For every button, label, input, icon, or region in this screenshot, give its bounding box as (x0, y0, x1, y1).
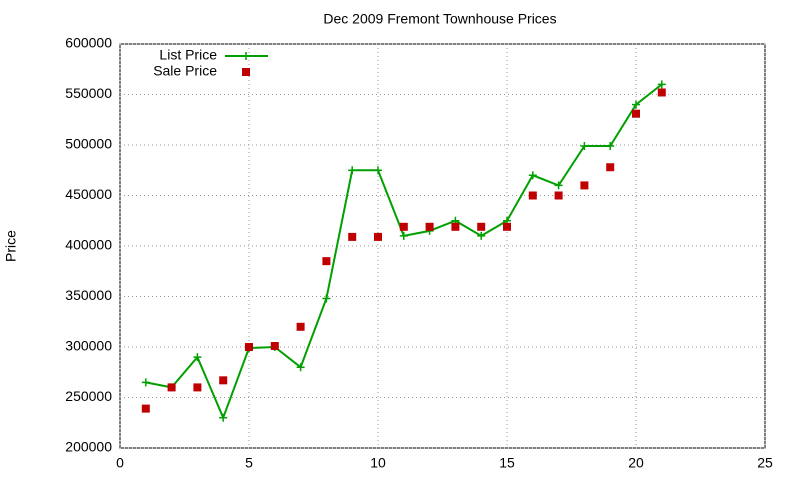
point (193, 383, 202, 392)
y-tick-label: 450000 (65, 186, 112, 202)
point-marker (477, 231, 486, 240)
chart-title: Dec 2009 Fremont Townhouse Prices (323, 11, 556, 27)
point-marker (632, 100, 640, 109)
legend-label: Sale Price (153, 63, 217, 79)
y-tick-label: 500000 (65, 136, 112, 152)
point-marker (657, 80, 666, 89)
x-tick-label: 10 (370, 455, 386, 471)
point (219, 376, 228, 385)
legend-label: List Price (159, 47, 217, 63)
x-tick-label: 15 (499, 455, 515, 471)
point (322, 257, 331, 266)
point (451, 222, 460, 231)
point (245, 343, 253, 351)
point (374, 232, 382, 241)
point-marker (296, 363, 305, 372)
legend-swatch (242, 68, 250, 76)
point (528, 191, 537, 200)
point (399, 222, 408, 231)
point-marker (141, 378, 150, 387)
point (657, 88, 666, 97)
point-marker (554, 181, 563, 190)
y-tick-label: 350000 (65, 287, 112, 303)
y-tick-label: 200000 (65, 439, 112, 455)
point (580, 181, 589, 190)
y-tick-label: 400000 (65, 237, 112, 253)
point-marker (348, 166, 357, 175)
y-tick-label: 250000 (65, 388, 112, 404)
point-marker (399, 231, 408, 240)
point (141, 404, 150, 413)
y-tick-label: 300000 (65, 338, 112, 354)
x-tick-label: 20 (628, 455, 644, 471)
point-marker (322, 294, 331, 303)
x-tick-label: 0 (116, 455, 124, 471)
point (348, 232, 357, 241)
point-marker (193, 353, 202, 362)
point-marker (374, 166, 382, 175)
x-tick-label: 5 (245, 455, 253, 471)
point (632, 109, 640, 118)
point (296, 322, 305, 331)
y-tick-label: 550000 (65, 85, 112, 101)
y-axis-label: Price (3, 230, 19, 262)
x-tick-label: 25 (757, 455, 773, 471)
point-marker (580, 142, 589, 151)
point (477, 222, 486, 231)
point (425, 222, 434, 231)
point (167, 383, 176, 392)
point-marker (219, 413, 228, 422)
point (554, 191, 563, 200)
point-marker (528, 171, 537, 180)
line (145, 83, 663, 421)
point-marker (606, 142, 615, 151)
point (606, 163, 615, 172)
point (503, 222, 511, 231)
point (270, 341, 279, 350)
legend-swatch (242, 52, 250, 60)
y-tick-label: 600000 (65, 35, 112, 51)
